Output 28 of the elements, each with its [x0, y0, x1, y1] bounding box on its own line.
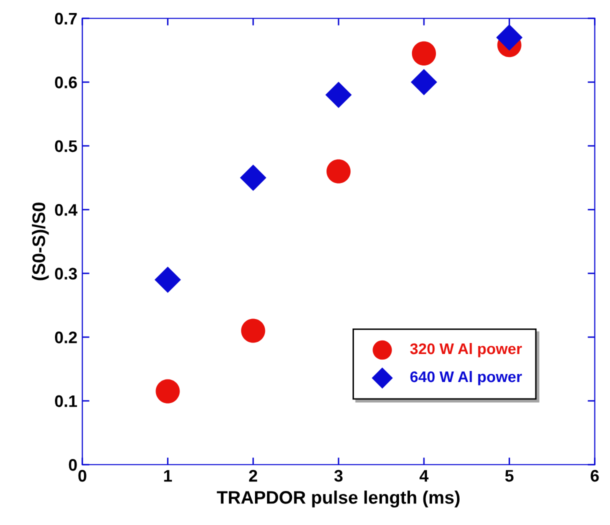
point: [496, 24, 523, 51]
legend-label: 320 W Al power: [410, 342, 522, 358]
x-axis-title: TRAPDOR pulse length (ms): [216, 490, 460, 508]
y-tick-label: 0.4: [54, 204, 78, 216]
y-tick-label: 0.1: [54, 395, 78, 408]
y-tick-label: 0.3: [54, 268, 77, 280]
y-tick-label: 0.2: [54, 332, 77, 344]
point: [240, 164, 266, 191]
point: [326, 159, 351, 184]
x-tick-label: 4: [420, 470, 428, 482]
point: [325, 82, 352, 108]
point: [241, 318, 266, 343]
y-axis-title: (S0-S)/S0: [32, 202, 49, 280]
y-tick-label: 0.6: [54, 76, 77, 88]
point: [156, 379, 180, 404]
x-tick-label: 3: [334, 470, 343, 482]
y-tick-label: 0.7: [54, 12, 77, 25]
y-tick-label: 0.5: [54, 140, 78, 152]
point: [410, 68, 438, 96]
legend-label: 640 W Al power: [410, 370, 522, 386]
x-tick-label: 5: [505, 470, 514, 482]
point: [412, 41, 436, 66]
x-tick-label: 0: [78, 470, 86, 482]
y-tick-label: 0: [68, 459, 77, 471]
x-tick-label: 2: [249, 470, 258, 482]
x-tick-label: 6: [590, 470, 599, 482]
point: [154, 266, 181, 293]
x-tick-label: 1: [164, 470, 172, 482]
